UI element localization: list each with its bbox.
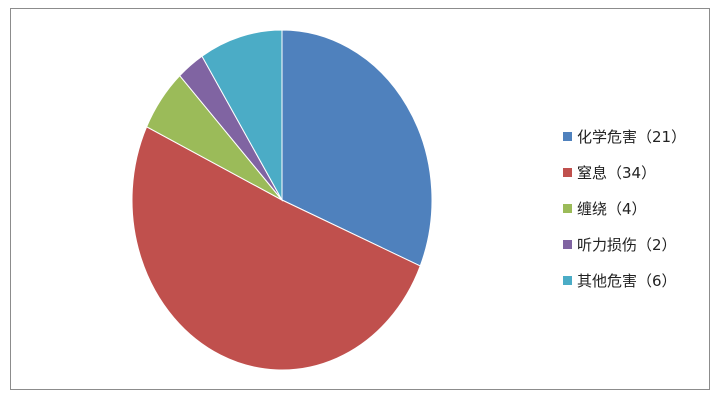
legend-swatch xyxy=(563,203,572,213)
chart-frame xyxy=(10,8,710,390)
pie-slice-4 xyxy=(201,29,283,202)
legend-swatch xyxy=(563,275,572,285)
legend: 化学危害（21） 窒息（34） 缠绕（4） 听力损伤（2） 其他危害（6） xyxy=(563,118,686,298)
legend-swatch xyxy=(563,167,572,177)
legend-item: 缠绕（4） xyxy=(563,190,686,226)
legend-swatch xyxy=(563,239,572,249)
legend-item: 化学危害（21） xyxy=(563,118,686,154)
legend-item: 听力损伤（2） xyxy=(563,226,686,262)
legend-item: 其他危害（6） xyxy=(563,262,686,298)
pie-slice-1 xyxy=(131,126,421,371)
legend-label: 缠绕（4） xyxy=(577,199,647,218)
legend-swatch xyxy=(563,131,572,141)
legend-label: 听力损伤（2） xyxy=(577,235,677,254)
legend-label: 其他危害（6） xyxy=(577,271,677,290)
legend-label: 窒息（34） xyxy=(577,163,657,182)
legend-label: 化学危害（21） xyxy=(577,127,687,146)
legend-item: 窒息（34） xyxy=(563,154,686,190)
pie-slice-0 xyxy=(281,29,433,267)
